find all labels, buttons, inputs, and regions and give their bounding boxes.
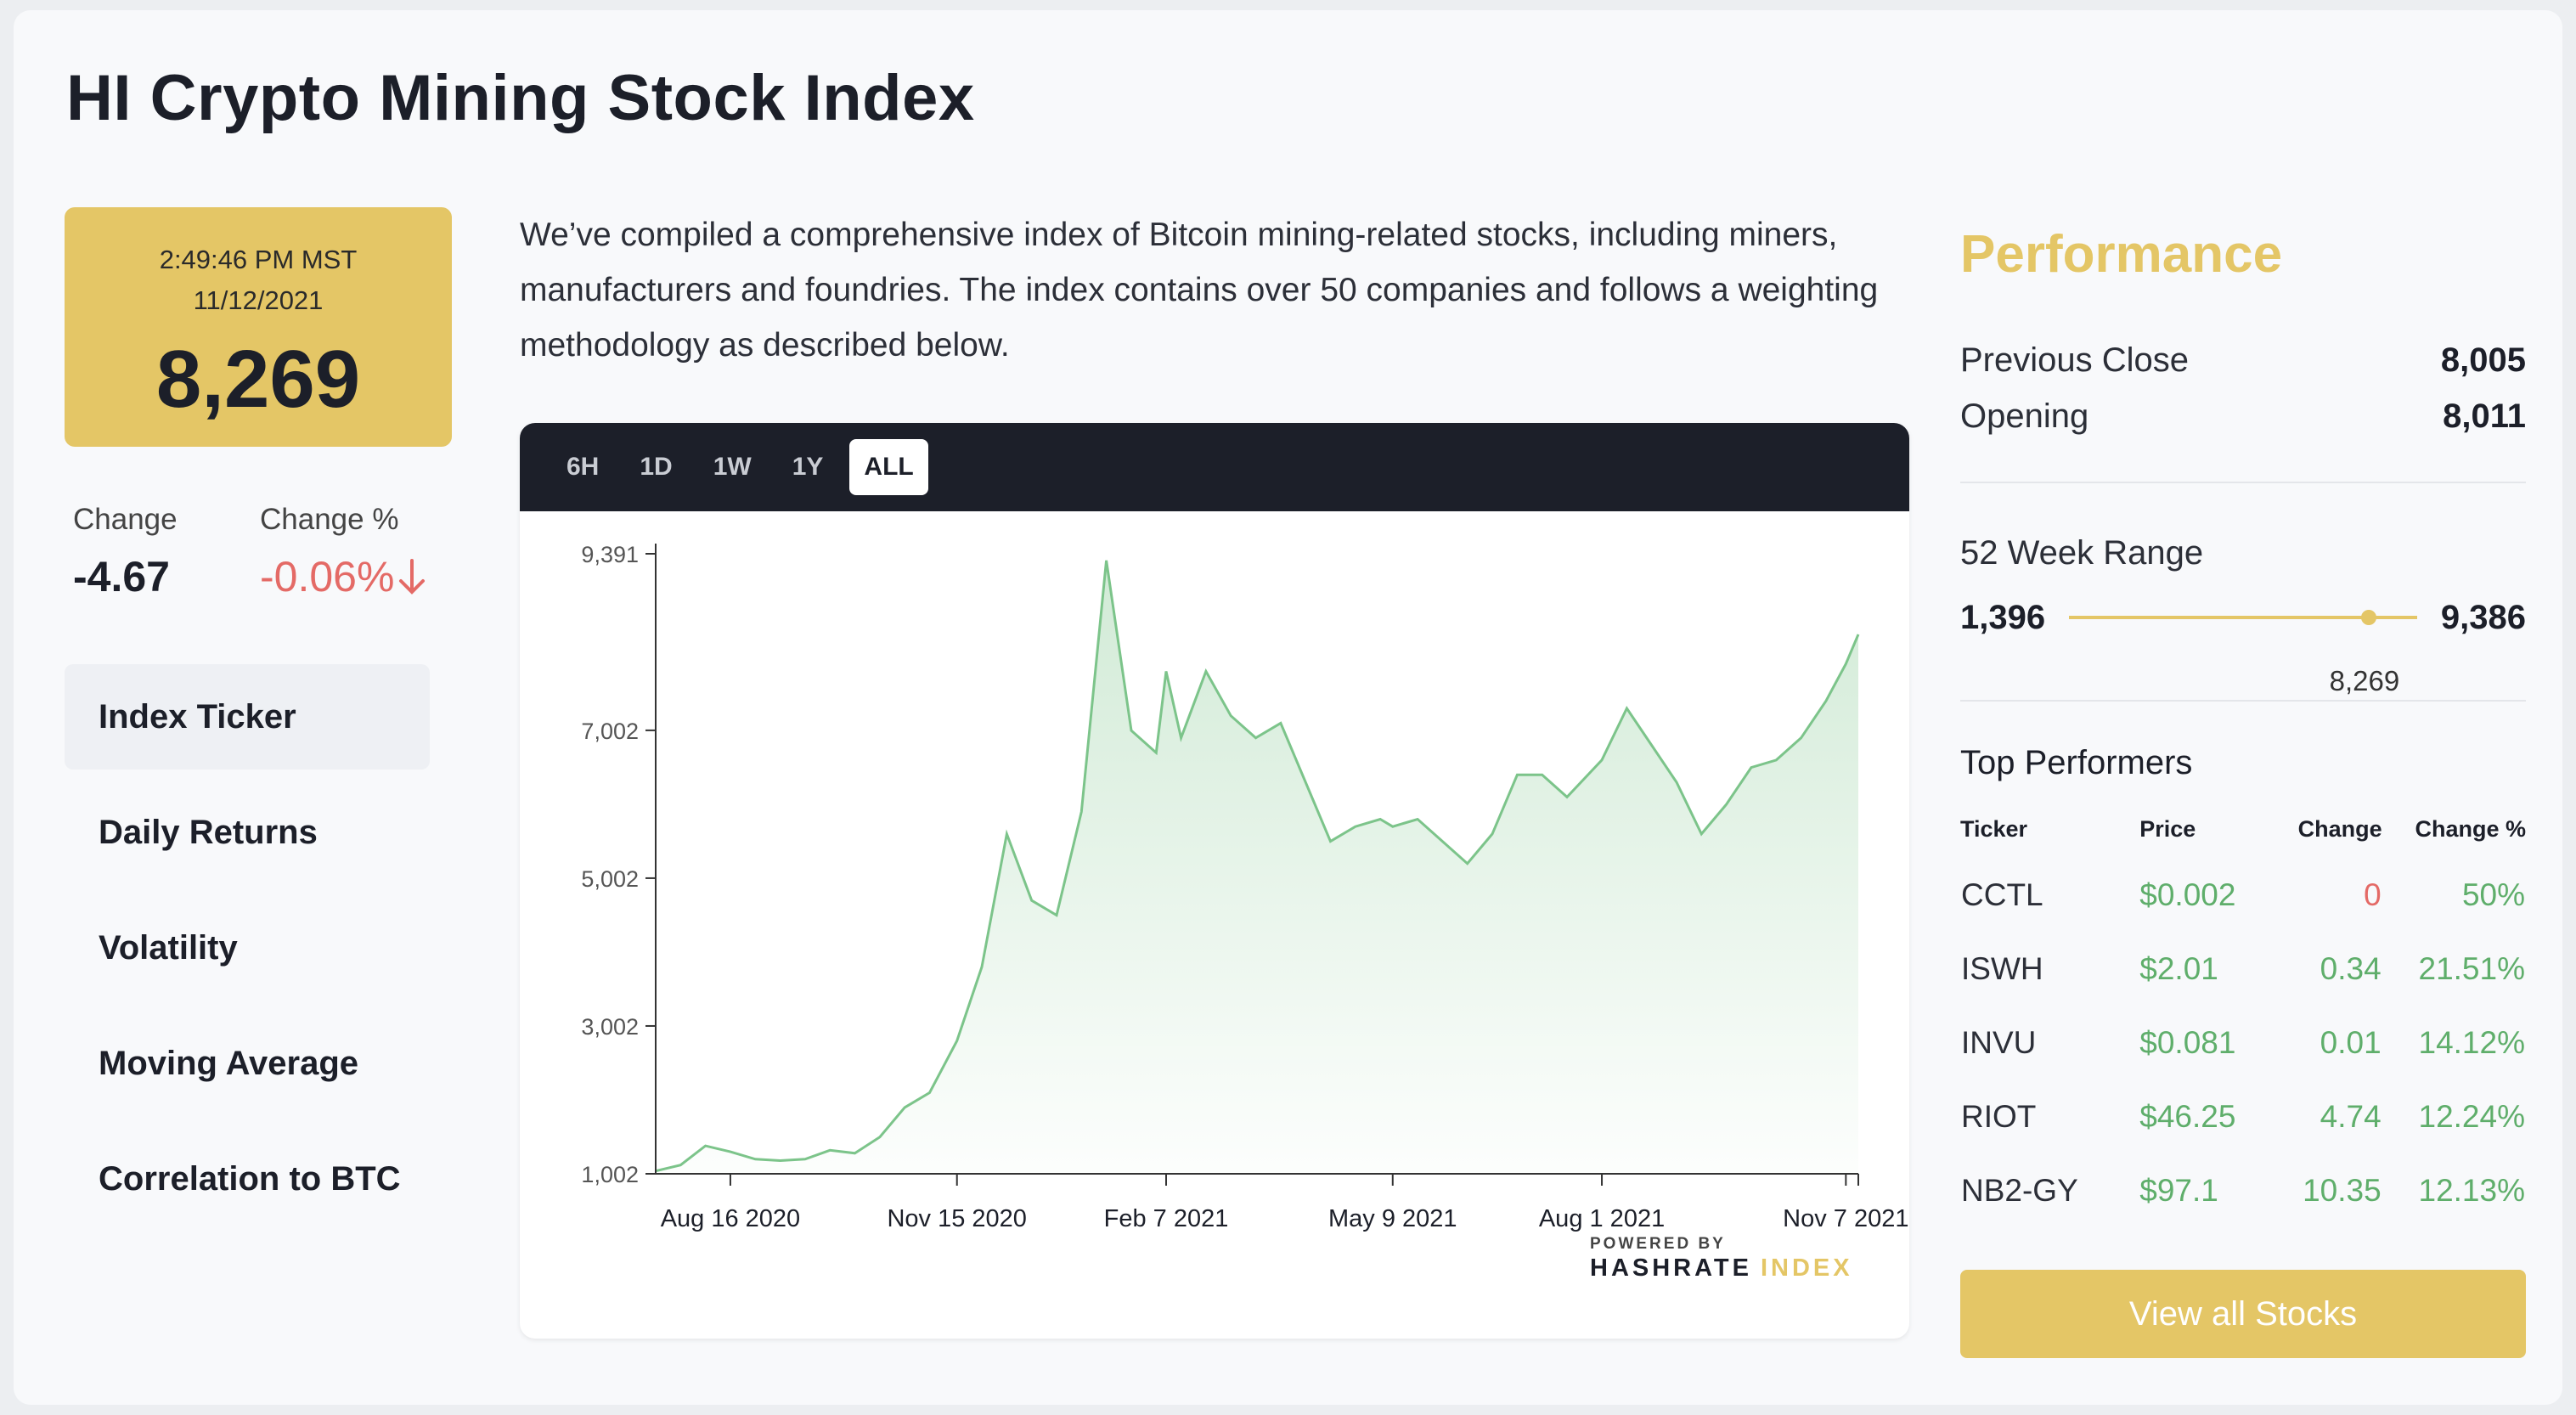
change-value: -4.67: [73, 553, 170, 600]
y-tick-label: 3,002: [581, 1014, 639, 1040]
nav-daily-returns[interactable]: Daily Returns: [99, 814, 318, 851]
performance-title: Performance: [1960, 225, 2283, 284]
range-6h-button[interactable]: 6H: [566, 453, 600, 481]
change-pct-row: -0.06%: [260, 552, 426, 601]
x-tick-label: May 9 2021: [1328, 1205, 1457, 1232]
table-row[interactable]: CCTL $0.002 0 50%: [1960, 858, 2526, 932]
price-value: 8,269: [155, 334, 361, 425]
range-current-value: 8,269: [2329, 665, 2400, 696]
nav-correlation-btc[interactable]: Correlation to BTC: [99, 1160, 401, 1198]
page: HI Crypto Mining Stock Index 2:49:46 PM …: [14, 10, 2562, 1405]
brand-name: HASHRATE: [1590, 1254, 1752, 1282]
cell-change: 0: [2364, 877, 2382, 912]
previous-close-row: Previous Close 8,005: [1960, 332, 2526, 388]
opening-value: 8,011: [2443, 397, 2526, 435]
cell-price: $46.25: [2139, 1098, 2236, 1134]
side-nav: Index Ticker Daily Returns Volatility Mo…: [65, 664, 430, 1242]
table-row[interactable]: ISWH $2.01 0.34 21.51%: [1960, 932, 2526, 1006]
price-time: 2:49:46 PM MST: [159, 245, 358, 274]
brand-accent: INDEX: [1761, 1254, 1853, 1282]
price-date: 11/12/2021: [193, 285, 324, 315]
cell-change: 10.35: [2303, 1172, 2382, 1208]
week-range-row: 1,396 8,269 9,386: [1960, 596, 2526, 697]
cell-change-pct: 50%: [2461, 877, 2525, 912]
cell-change: 0.01: [2320, 1024, 2382, 1060]
chart-axes: 1,002 3,002 5,002 7,002 9,391 Aug 16 2020 Nov …: [581, 542, 1908, 1232]
range-current-marker: [2360, 610, 2376, 625]
range-track: 8,269: [2069, 610, 2417, 696]
week-range-label: 52 Week Range: [1960, 534, 2204, 572]
y-tick-label: 9,391: [581, 542, 639, 567]
cell-ticker: CCTL: [1961, 877, 2043, 912]
nav-moving-average[interactable]: Moving Average: [99, 1045, 358, 1082]
previous-close-value: 8,005: [2440, 341, 2526, 379]
powered-by-label: POWERED BY: [1590, 1235, 1726, 1253]
cell-ticker: RIOT: [1961, 1098, 2037, 1134]
cell-ticker: NB2-GY: [1961, 1172, 2078, 1208]
change-block: Change -4.67: [73, 503, 178, 601]
range-high: 9,386: [2440, 598, 2526, 636]
change-pct-block: Change % -0.06%: [260, 503, 426, 601]
price-box: 2:49:46 PM MST 11/12/2021 8,269: [65, 207, 452, 447]
cell-ticker: ISWH: [1961, 950, 2043, 986]
chart-card: 6H 1D 1W 1Y ALL 1,002 3,002 5,002 7,002 9,39…: [520, 423, 1909, 1339]
cell-change: 0.34: [2320, 950, 2382, 986]
table-row[interactable]: RIOT $46.25 4.74 12.24%: [1960, 1080, 2526, 1153]
range-selector: 6H 1D 1W 1Y ALL: [520, 423, 1909, 511]
x-tick-label: Nov 7 2021: [1783, 1205, 1908, 1232]
col-ticker: Ticker: [1960, 816, 2028, 842]
col-change-pct: Change %: [2415, 816, 2526, 842]
index-chart: 1,002 3,002 5,002 7,002 9,391 Aug 16 2020 Nov …: [581, 542, 1908, 1282]
opening-label: Opening: [1960, 397, 2089, 435]
cell-change: 4.74: [2320, 1098, 2382, 1134]
area-fill: [656, 560, 1858, 1174]
arrow-down-icon: [399, 559, 426, 595]
nav-volatility[interactable]: Volatility: [99, 929, 238, 967]
change-pct-value: -0.06%: [260, 553, 395, 600]
range-low: 1,396: [1960, 598, 2046, 636]
table-row[interactable]: INVU $0.081 0.01 14.12%: [1960, 1006, 2526, 1080]
opening-row: Opening 8,011: [1960, 388, 2526, 444]
range-1d-button[interactable]: 1D: [640, 453, 673, 481]
x-tick-label: Feb 7 2021: [1104, 1205, 1229, 1232]
range-1y-button[interactable]: 1Y: [792, 453, 824, 481]
x-tick-label: Aug 16 2020: [661, 1205, 800, 1232]
range-all-button[interactable]: ALL: [849, 439, 928, 495]
col-price: Price: [2139, 816, 2196, 842]
change-label: Change: [73, 503, 178, 536]
range-1w-button[interactable]: 1W: [713, 453, 752, 481]
cell-change-pct: 14.12%: [2418, 1024, 2526, 1060]
cell-change-pct: 12.24%: [2418, 1098, 2526, 1134]
cell-price: $0.081: [2139, 1024, 2236, 1060]
x-tick-label: Nov 15 2020: [887, 1205, 1026, 1232]
view-all-stocks-button[interactable]: View all Stocks: [1960, 1270, 2526, 1358]
performance-panel: Performance Previous Close 8,005 Opening 8…: [1960, 207, 2526, 1358]
index-description: We’ve compiled a comprehensive index of …: [520, 217, 1879, 364]
cell-price: $0.002: [2139, 877, 2236, 912]
top-performers-title: Top Performers: [1960, 744, 2193, 781]
series-line: [655, 560, 1860, 1173]
change-pct-label: Change %: [260, 503, 399, 536]
top-performers-table: Ticker Price Change Change % CCTL $0.002…: [1960, 816, 2526, 1227]
table-row[interactable]: NB2-GY $97.1 10.35 12.13%: [1960, 1153, 2526, 1227]
previous-close-label: Previous Close: [1960, 341, 2190, 379]
col-change: Change: [2297, 816, 2382, 842]
cell-price: $2.01: [2139, 950, 2218, 986]
cell-price: $97.1: [2139, 1172, 2218, 1208]
y-tick-label: 5,002: [581, 866, 639, 892]
y-tick-label: 7,002: [581, 719, 639, 744]
cell-change-pct: 21.51%: [2418, 950, 2526, 986]
cell-ticker: INVU: [1961, 1024, 2037, 1060]
brand-logo: HASHRATE INDEX: [1590, 1254, 1853, 1282]
x-tick-label: Aug 1 2021: [1539, 1205, 1665, 1232]
divider: [1960, 482, 2526, 483]
divider: [1960, 700, 2526, 702]
nav-index-ticker[interactable]: Index Ticker: [65, 664, 430, 770]
page-title: HI Crypto Mining Stock Index: [66, 62, 975, 134]
y-tick-label: 1,002: [581, 1162, 639, 1187]
cell-change-pct: 12.13%: [2418, 1172, 2526, 1208]
